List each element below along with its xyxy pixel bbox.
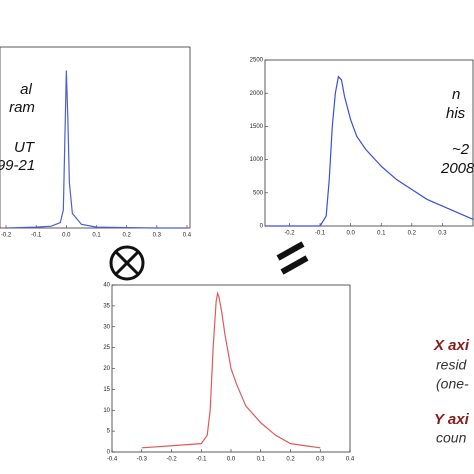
x-tick-label: 0.2 xyxy=(122,233,131,239)
data-line xyxy=(6,70,187,229)
y-tick-label: 2000 xyxy=(250,91,264,97)
data-line xyxy=(265,75,474,227)
x-tick-label: 0.4 xyxy=(183,233,192,239)
x-tick-label: 0.3 xyxy=(316,457,325,463)
otimes-symbol xyxy=(109,245,145,281)
annotation: n xyxy=(452,86,460,103)
annotation: coun xyxy=(436,430,467,446)
y-tick-label: 500 xyxy=(253,190,264,196)
x-tick-label: -0.2 xyxy=(1,233,12,239)
x-tick-label: -0.1 xyxy=(31,233,42,239)
x-tick-label: 0.2 xyxy=(286,457,295,463)
annotation: 99-21 xyxy=(0,157,35,174)
annotation: UT xyxy=(14,139,36,156)
annotation: ram xyxy=(9,99,35,116)
annotation: X axi xyxy=(433,337,470,354)
plot-frame xyxy=(264,59,474,227)
y-tick-label: 1500 xyxy=(250,124,264,130)
data-line xyxy=(141,291,321,449)
annotation: ~2 xyxy=(452,141,470,158)
x-tick-label: 0.1 xyxy=(377,231,386,237)
x-tick-label: -0.2 xyxy=(284,231,295,237)
y-tick-label: 2500 xyxy=(250,58,264,64)
equals-symbol xyxy=(276,241,309,275)
x-tick-label: -0.4 xyxy=(107,457,118,463)
x-tick-label: 0.1 xyxy=(257,457,266,463)
x-tick-label: -0.2 xyxy=(166,457,177,463)
annotation: Y axi xyxy=(434,411,470,428)
y-tick-label: 5 xyxy=(107,429,111,435)
y-tick-label: 10 xyxy=(103,408,110,414)
annotation: (one- xyxy=(436,376,469,392)
plot-frame xyxy=(0,46,191,229)
y-tick-label: 0 xyxy=(107,450,111,456)
y-tick-label: 0 xyxy=(260,224,264,230)
x-tick-label: -0.3 xyxy=(137,457,148,463)
y-tick-label: 20 xyxy=(103,366,110,372)
annotation: his xyxy=(446,105,466,122)
x-tick-label: 0.2 xyxy=(408,231,417,237)
x-tick-label: 0.3 xyxy=(438,231,447,237)
x-tick-label: 0.0 xyxy=(227,457,236,463)
x-tick-label: 0.1 xyxy=(92,233,101,239)
x-tick-label: -0.1 xyxy=(196,457,207,463)
annotation: 2008 xyxy=(440,160,474,177)
annotation: resid xyxy=(436,357,468,373)
y-tick-label: 40 xyxy=(103,283,110,289)
x-tick-label: 0.4 xyxy=(346,457,355,463)
y-tick-label: 1000 xyxy=(250,157,264,163)
x-tick-label: 0.3 xyxy=(153,233,162,239)
y-tick-label: 25 xyxy=(103,345,110,351)
x-tick-label: 0.0 xyxy=(62,233,71,239)
annotation: al xyxy=(20,81,32,98)
x-tick-label: 0.0 xyxy=(346,231,355,237)
x-tick-label: -0.1 xyxy=(315,231,326,237)
y-tick-label: 15 xyxy=(103,387,110,393)
y-tick-label: 30 xyxy=(103,324,110,330)
y-tick-label: 35 xyxy=(103,303,110,309)
